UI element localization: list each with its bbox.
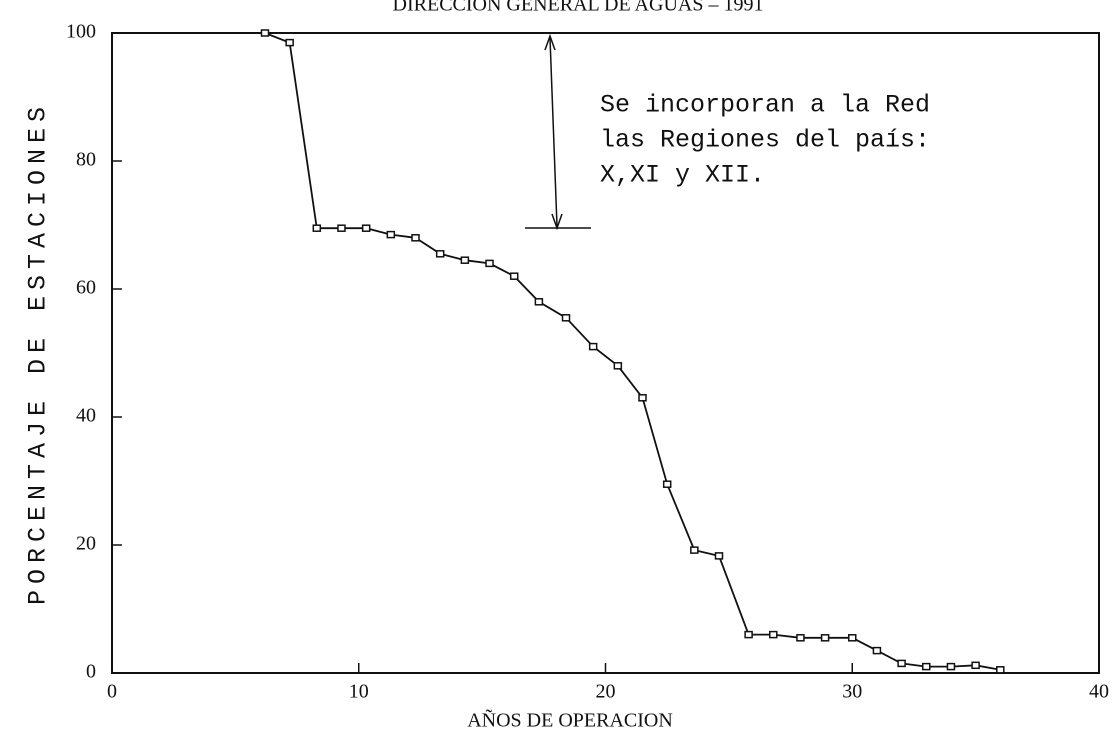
data-point <box>820 634 830 642</box>
annotation-arrow <box>549 37 558 227</box>
data-point <box>361 224 371 232</box>
data-point <box>285 38 294 47</box>
x-tick-label: 20 <box>596 681 616 703</box>
data-point <box>744 630 753 639</box>
data-point <box>337 224 346 232</box>
y-tick-label: 60 <box>76 277 96 299</box>
data-point <box>386 230 396 239</box>
data-point <box>561 314 571 322</box>
chart-title: DIRECCION GENERAL DE AGUAS – 1991 <box>393 0 764 16</box>
data-point <box>662 480 672 488</box>
y-tick-label: 80 <box>76 149 96 171</box>
data-point <box>588 342 598 351</box>
data-point <box>897 659 906 668</box>
data-point <box>312 224 322 232</box>
x-tick-label: 30 <box>842 681 862 703</box>
data-point <box>638 394 647 402</box>
data-point <box>922 662 931 671</box>
y-tick-label: 0 <box>86 661 96 683</box>
data-point <box>485 259 494 268</box>
data-point <box>996 666 1005 674</box>
annotation-line: X,XI y XII. <box>600 161 765 190</box>
data-point <box>509 272 519 280</box>
data-point <box>260 29 270 37</box>
data-point <box>690 546 699 554</box>
y-tick-label: 20 <box>76 533 96 555</box>
y-axis-label: PORCENTAJE DE ESTACIONES <box>24 101 53 605</box>
annotation-line: Se incorporan a la Red <box>600 91 930 120</box>
x-tick-label: 0 <box>107 681 117 703</box>
data-point <box>769 630 778 639</box>
x-axis-label: AÑOS DE OPERACION <box>467 708 673 732</box>
data-point <box>796 634 805 642</box>
y-tick-label: 100 <box>66 21 96 43</box>
data-point <box>411 234 420 242</box>
y-tick-label: 40 <box>76 405 96 427</box>
data-point <box>872 646 882 655</box>
annotation-line: las Regiones del país: <box>600 126 930 155</box>
data-point <box>534 298 544 306</box>
data-point <box>460 256 470 264</box>
data-point <box>946 662 956 671</box>
data-point <box>971 661 980 670</box>
data-point <box>435 250 445 258</box>
data-point <box>613 362 623 370</box>
data-point <box>848 634 857 642</box>
x-tick-label: 40 <box>1089 681 1109 703</box>
data-point <box>714 552 724 560</box>
x-tick-label: 10 <box>349 681 369 703</box>
